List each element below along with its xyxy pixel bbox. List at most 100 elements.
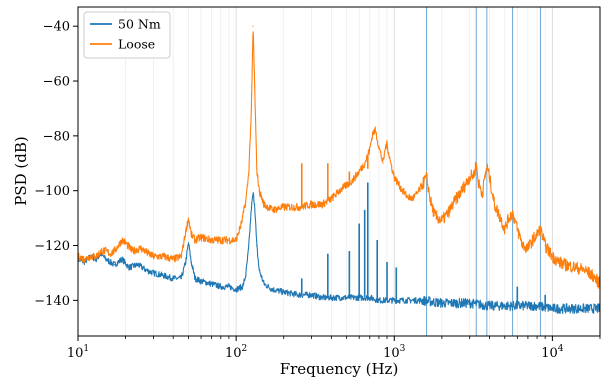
data-point [121, 258, 123, 260]
data-point [574, 266, 577, 269]
x-tick-base: 10 [225, 346, 242, 361]
data-point [508, 217, 510, 219]
data-point [121, 239, 123, 241]
data-point [220, 286, 222, 288]
data-point [211, 283, 213, 285]
data-point [511, 212, 514, 214]
data-point [504, 228, 506, 230]
y-tick-label: −80 [43, 129, 70, 144]
data-point [522, 244, 524, 247]
data-point [338, 190, 341, 192]
data-point [384, 146, 387, 148]
data-point [152, 255, 155, 258]
data-point [469, 176, 471, 178]
data-point [263, 203, 265, 205]
data-point [258, 190, 260, 192]
data-point [390, 162, 392, 164]
data-point [475, 162, 477, 164]
data-point [579, 307, 581, 310]
data-point [89, 255, 92, 258]
series-line-0 [77, 192, 601, 314]
data-point [393, 176, 395, 178]
data-point [228, 239, 230, 241]
x-tick-label: 101 [67, 344, 89, 361]
data-point [346, 297, 348, 299]
data-point [172, 258, 174, 260]
data-point [527, 305, 529, 307]
data-point [190, 233, 192, 236]
data-point [113, 264, 116, 266]
data-point [235, 288, 237, 290]
data-point [456, 302, 458, 304]
data-point [148, 253, 150, 255]
data-point [382, 162, 384, 164]
x-tick-base: 10 [541, 346, 558, 361]
x-tick-exponent: 4 [558, 344, 564, 354]
data-point [346, 184, 348, 186]
data-point [298, 294, 300, 296]
y-tick-label: −40 [43, 20, 70, 35]
data-point [180, 277, 182, 280]
data-point [364, 162, 366, 164]
data-point [211, 239, 213, 241]
data-point [83, 258, 86, 260]
data-point [258, 269, 260, 271]
data-point [220, 239, 222, 241]
data-point [504, 305, 506, 307]
data-point [163, 255, 165, 258]
legend-label: 50 Nm [118, 17, 161, 32]
data-point [447, 212, 450, 214]
data-point [374, 129, 377, 131]
data-point [240, 222, 243, 225]
data-point [250, 107, 253, 110]
x-tick-label: 102 [225, 344, 247, 361]
data-point [330, 198, 332, 200]
vertical-markers [426, 7, 541, 336]
data-point [527, 247, 529, 249]
data-point [163, 275, 165, 277]
x-tick-exponent: 1 [83, 344, 89, 354]
data-point [185, 261, 187, 263]
data-point [105, 258, 107, 260]
data-point [584, 269, 586, 271]
data-point [185, 231, 187, 233]
x-tick-base: 10 [383, 346, 400, 361]
data-point [105, 250, 107, 252]
data-point [453, 201, 455, 203]
y-tick-label: −60 [43, 75, 70, 90]
data-point [263, 283, 265, 285]
data-point [369, 297, 371, 299]
data-point [430, 201, 432, 203]
data-point [411, 198, 413, 200]
data-point [352, 179, 354, 181]
data-point [488, 305, 491, 307]
data-point [140, 247, 142, 249]
data-point [271, 288, 274, 290]
data-point [378, 146, 380, 148]
data-point [499, 217, 502, 219]
data-point [283, 206, 285, 208]
data-point [372, 132, 374, 134]
data-point [252, 192, 254, 195]
data-point [271, 209, 274, 211]
data-point [592, 275, 594, 277]
data-point [441, 302, 443, 304]
data-point [235, 239, 237, 241]
data-point [228, 286, 230, 288]
data-point [473, 173, 475, 175]
data-point [248, 173, 250, 175]
x-axis-ticks: 101 102 103 104 [67, 336, 601, 361]
series-line-1 [77, 31, 601, 289]
data-point [421, 184, 423, 186]
data-point [536, 233, 538, 236]
data-point [245, 275, 247, 277]
legend: 50 Nm Loose [83, 11, 171, 59]
data-point [539, 228, 542, 230]
y-tick-label: −120 [34, 239, 70, 254]
data-point [330, 297, 332, 299]
data-point [254, 85, 256, 88]
x-tick-label: 104 [541, 344, 564, 361]
data-point [551, 255, 553, 258]
data-point [536, 305, 538, 307]
data-point [481, 192, 483, 195]
